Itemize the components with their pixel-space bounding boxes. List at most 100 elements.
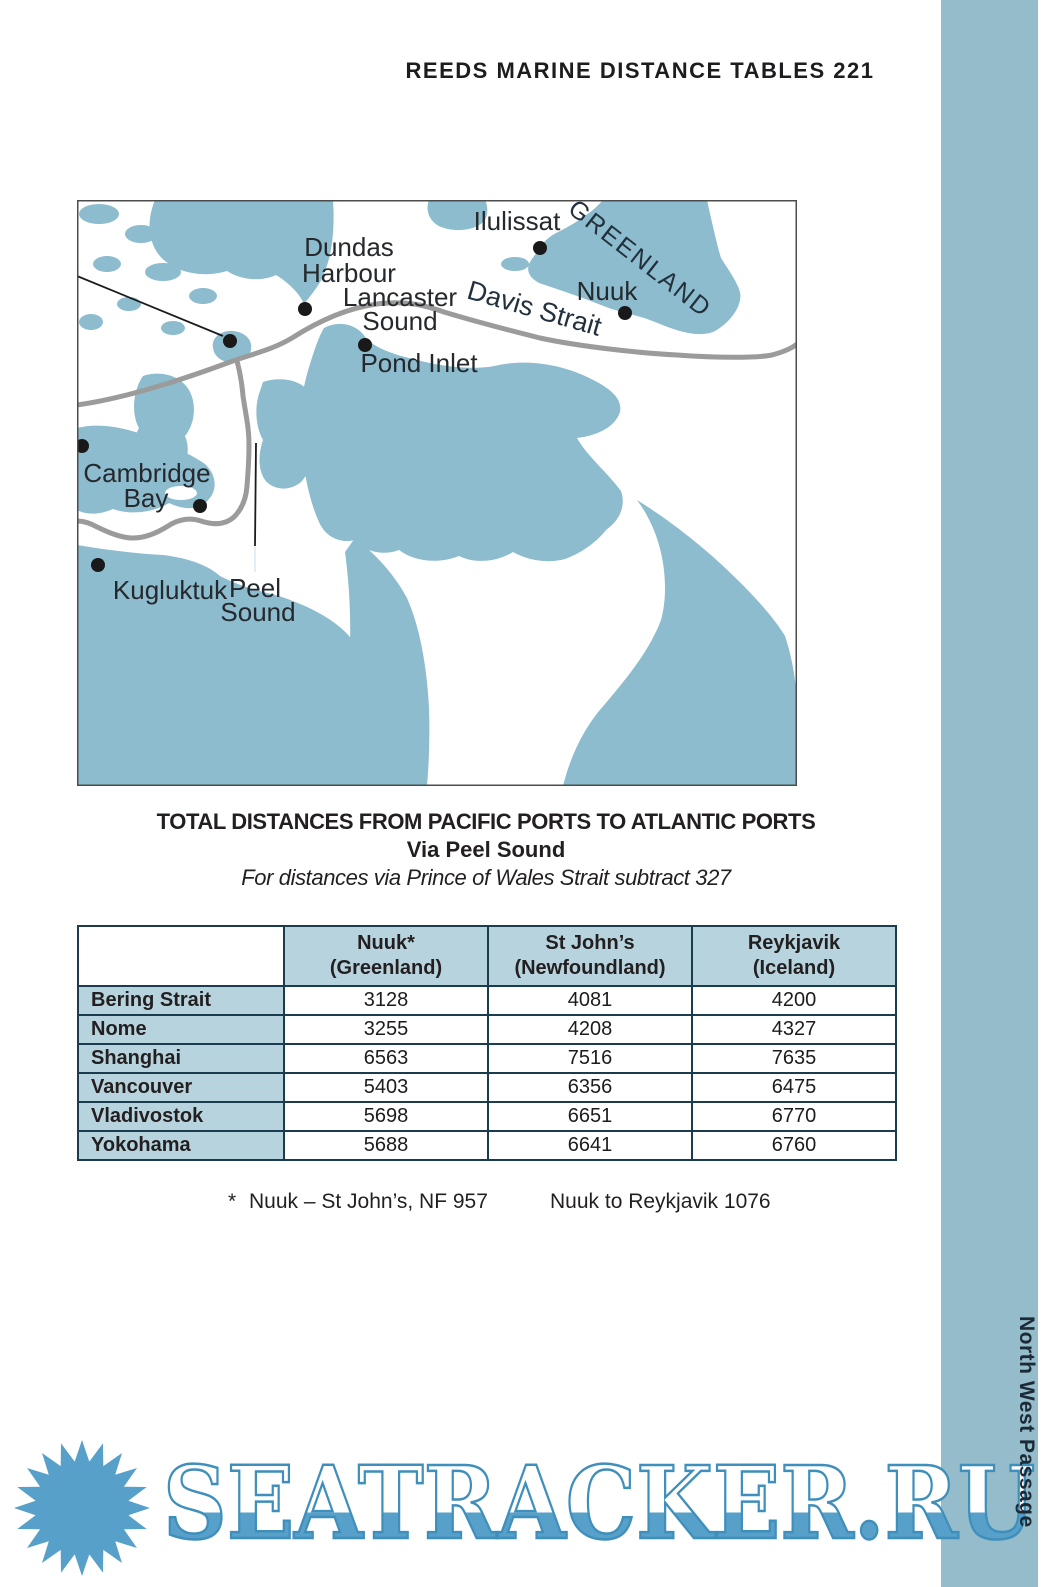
land-islet [79, 314, 103, 330]
port-dot-dundas-harbour [298, 302, 312, 316]
distance-cell: 5403 [283, 1072, 489, 1103]
col-header-line1: Nuuk* [357, 932, 415, 954]
land-islet [173, 216, 201, 232]
leader-line-resolute [77, 275, 224, 337]
map-label-cambridge-line1: Cambridge [83, 458, 210, 488]
col-header-line2: (Greenland) [329, 957, 443, 979]
port-name-cell: Bering Strait [77, 985, 285, 1016]
table-header-reykjavik: Reykjavik (Iceland) [691, 925, 897, 987]
distance-cell: 6563 [283, 1043, 489, 1074]
map-label-nuuk: Nuuk [577, 276, 639, 306]
page-header: REEDS MARINE DISTANCE TABLES 221 [405, 58, 875, 83]
side-tab-label: North West Passage [1015, 1316, 1038, 1528]
map-label-ilulissat: Ilulissat [474, 206, 561, 236]
land-mainland [77, 545, 370, 786]
map-label-cambridge-line2: Bay [124, 483, 169, 513]
table-header-stjohns: St John’s (Newfoundland) [487, 925, 693, 987]
port-name-cell: Vladivostok [77, 1101, 285, 1132]
map-canvas: Ilulissat GREENLAND Dundas Harbour Lanca… [77, 200, 797, 786]
land-somerset [256, 379, 315, 489]
port-dot-pond-inlet [358, 338, 372, 352]
table-row: Nome 3255 4208 4327 [77, 1014, 897, 1045]
route-peel-sound [77, 358, 252, 541]
distance-cell: 5698 [283, 1101, 489, 1132]
sun-logo [14, 1440, 150, 1576]
land-islet [125, 225, 157, 243]
land-disko [427, 200, 488, 231]
sun-lower-disc [36, 1508, 128, 1554]
map-label-peel-line1: Peel [229, 573, 281, 603]
route-lancaster-davis [77, 300, 797, 408]
leader-line-peel-sound [254, 442, 257, 547]
distance-cell: 5688 [283, 1130, 489, 1161]
table-title-line2: Via Peel Sound [406, 837, 566, 862]
map-label-pond-inlet: Pond Inlet [360, 348, 478, 378]
distance-cell: 4081 [487, 985, 693, 1016]
table-row: Vancouver 5403 6356 6475 [77, 1072, 897, 1103]
land-greenland [528, 200, 741, 335]
map-label-lancaster-line1: Lancaster [343, 282, 458, 312]
footnote-right: Nuuk to Reykjavik 1076 [550, 1190, 771, 1213]
port-name-cell: Nome [77, 1014, 285, 1045]
footnote-left: Nuuk – St John’s, NF 957 [249, 1190, 488, 1213]
port-name-cell: Shanghai [77, 1043, 285, 1074]
chapter-side-tab [941, 0, 1038, 1587]
land-islet [79, 204, 119, 224]
table-row: Yokohama 5688 6641 6760 [77, 1130, 897, 1161]
map-label-lancaster-line2: Sound [362, 306, 437, 336]
map-label-dundas-line2: Harbour [302, 258, 396, 288]
table-title-block: TOTAL DISTANCES FROM PACIFIC PORTS TO AT… [77, 808, 895, 892]
port-name-cell: Yokohama [77, 1130, 285, 1161]
col-header-line1: St John’s [545, 932, 635, 954]
distance-cell: 4327 [691, 1014, 897, 1045]
cambridge-bay-inlet [165, 486, 197, 500]
distance-cell: 6760 [691, 1130, 897, 1161]
land-southeast [563, 500, 797, 786]
distance-cell: 3128 [283, 985, 489, 1016]
port-dot-cambridge-bay [193, 499, 207, 513]
table-title-line3: For distances via Prince of Wales Strait… [241, 865, 731, 890]
distance-cell: 6770 [691, 1101, 897, 1132]
distance-table: Nuuk* (Greenland) St John’s (Newfoundlan… [77, 925, 897, 1161]
port-dot-ilulissat [533, 241, 547, 255]
land-islet [117, 297, 141, 311]
port-name-cell: Vancouver [77, 1072, 285, 1103]
map-label-kugluktuk: Kugluktuk [113, 575, 228, 605]
port-dot-west [77, 439, 89, 453]
table-row: Shanghai 6563 7516 7635 [77, 1043, 897, 1074]
land-islet [161, 321, 185, 335]
footnote-asterisk: * [228, 1190, 237, 1213]
land-islet [93, 256, 121, 272]
distance-cell: 6475 [691, 1072, 897, 1103]
land-islet [189, 288, 217, 304]
table-row: Vladivostok 5698 6651 6770 [77, 1101, 897, 1132]
distance-cell: 6651 [487, 1101, 693, 1132]
table-footnote: * Nuuk – St John’s, NF 957 Nuuk to Reykj… [77, 1190, 895, 1220]
land-islet-ilulissat [501, 257, 529, 271]
table-header-row: Nuuk* (Greenland) St John’s (Newfoundlan… [77, 925, 897, 987]
port-dot-resolute [223, 334, 237, 348]
distance-cell: 6356 [487, 1072, 693, 1103]
table-header-nuuk: Nuuk* (Greenland) [283, 925, 489, 987]
col-header-line2: (Newfoundland) [514, 957, 666, 979]
distance-cell: 7635 [691, 1043, 897, 1074]
map-frame [77, 200, 797, 786]
table-title-line1: TOTAL DISTANCES FROM PACIFIC PORTS TO AT… [156, 809, 816, 834]
seatracker-watermark: SEATRACKER.RU [14, 1440, 1036, 1576]
distance-cell: 3255 [283, 1014, 489, 1045]
col-header-line1: Reykjavik [747, 932, 841, 954]
port-dots [77, 241, 632, 572]
land-baffin [299, 323, 623, 562]
map-label-dundas-line1: Dundas [304, 232, 394, 262]
watermark-text: SEATRACKER.RU [163, 1444, 1035, 1562]
col-header-line2: (Iceland) [752, 957, 836, 979]
table-row: Bering Strait 3128 4081 4200 [77, 985, 897, 1016]
land-islet [145, 263, 181, 281]
distance-cell: 4208 [487, 1014, 693, 1045]
distance-cell: 7516 [487, 1043, 693, 1074]
port-dot-nuuk [618, 306, 632, 320]
port-dot-kugluktuk [91, 558, 105, 572]
map-label-peel-line2: Sound [220, 597, 295, 627]
table-header-blank-cell [77, 925, 285, 987]
distance-cell: 6641 [487, 1130, 693, 1161]
